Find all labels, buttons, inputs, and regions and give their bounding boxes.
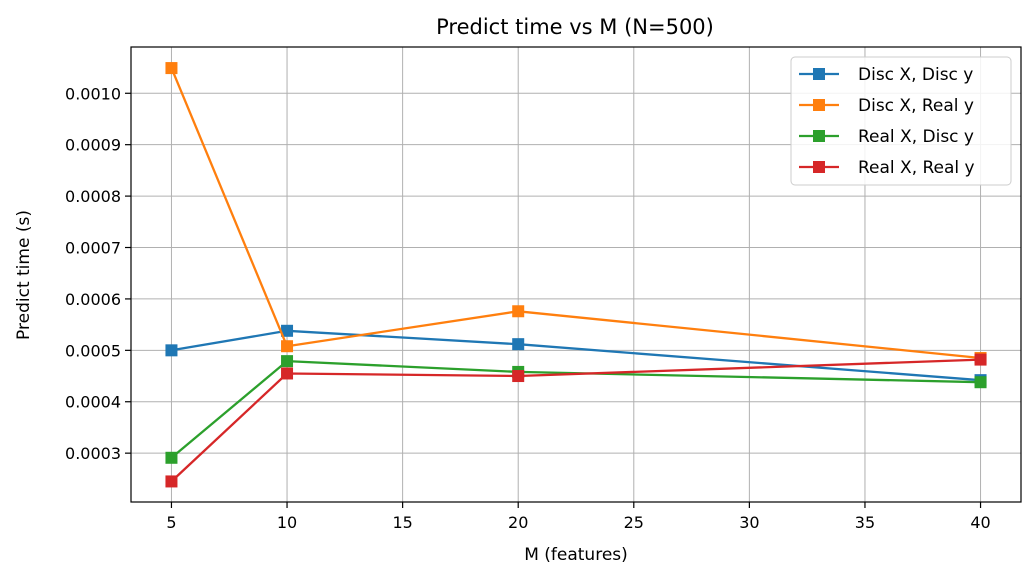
x-tick-label: 5 <box>166 513 176 532</box>
legend-label: Real X, Real y <box>858 158 975 178</box>
data-point-marker <box>165 344 178 357</box>
series-line <box>170 358 981 483</box>
y-axis-label: Predict time (s) <box>14 210 34 340</box>
data-point-marker <box>512 305 525 318</box>
data-point-marker <box>512 338 525 351</box>
y-tick-label: 0.0009 <box>65 136 121 155</box>
x-tick-label: 30 <box>739 513 759 532</box>
y-tick-label: 0.0005 <box>65 341 121 360</box>
data-point-marker <box>165 62 178 75</box>
x-tick-label: 25 <box>624 513 644 532</box>
data-point-marker <box>974 376 987 389</box>
data-point-marker <box>165 475 178 488</box>
y-tick-label: 0.0008 <box>65 187 121 206</box>
data-point-marker <box>281 324 294 337</box>
legend-box <box>790 56 1012 186</box>
y-tick-label: 0.0006 <box>65 290 121 309</box>
legend-label: Disc X, Disc y <box>858 65 973 85</box>
data-point-marker <box>974 353 987 366</box>
x-tick-label: 15 <box>392 513 412 532</box>
data-point-marker <box>281 340 294 353</box>
data-point-marker <box>512 370 525 383</box>
data-point-marker <box>281 355 294 368</box>
x-tick-label: 20 <box>508 513 528 532</box>
legend-label: Disc X, Real y <box>858 96 974 116</box>
series-line <box>170 67 981 360</box>
y-tick-label: 0.0003 <box>65 444 121 463</box>
series-line <box>171 329 981 382</box>
x-axis-label: M (features) <box>524 545 628 565</box>
legend-marker <box>813 99 825 111</box>
series-layer <box>165 62 987 488</box>
series-line <box>170 359 981 459</box>
y-tick-label: 0.0004 <box>65 393 121 412</box>
x-tick-label: 35 <box>855 513 875 532</box>
chart-title: Predict time vs M (N=500) <box>436 15 714 39</box>
x-tick-label: 10 <box>277 513 297 532</box>
legend-marker <box>813 130 825 142</box>
legend-marker <box>813 161 825 173</box>
x-tick-label: 40 <box>970 513 990 532</box>
y-tick-label: 0.0007 <box>65 239 121 258</box>
legend-marker <box>813 68 825 80</box>
data-point-marker <box>281 367 294 380</box>
legend-label: Real X, Disc y <box>858 127 974 147</box>
data-point-marker <box>165 451 178 464</box>
legend: Disc X, Disc y Disc X, Real y Real X, Disc… <box>790 56 1012 186</box>
plot-frame <box>130 46 1022 503</box>
ticks: 5 10 15 20 25 30 35 40 0.0003 0.0004 0.0005 0.0006 0… <box>65 84 991 532</box>
y-tick-label: 0.0010 <box>65 84 121 103</box>
